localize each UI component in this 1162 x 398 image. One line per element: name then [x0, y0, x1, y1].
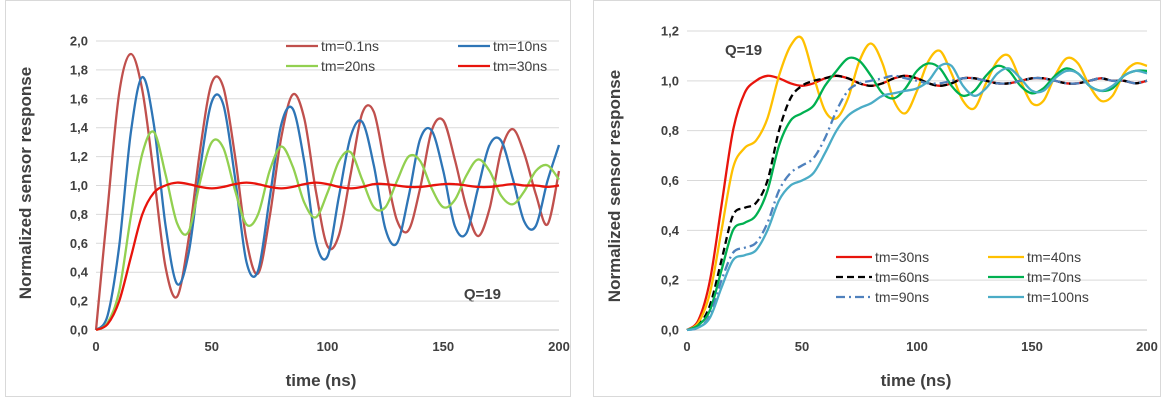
y-tick-label: 0,0 — [661, 323, 679, 338]
axes: 0,0 0,2 0,4 0,6 0,8 1,0 1,2 0 50 100 150 200 — [661, 24, 1158, 355]
y-tick-label: 1,0 — [661, 73, 679, 88]
legend-label-tm-40ns: tm=40ns — [1027, 249, 1081, 265]
x-tick-label: 0 — [92, 339, 99, 354]
x-tick-label: 150 — [432, 339, 454, 354]
x-tick-label: 50 — [205, 339, 219, 354]
axes: 0,0 0,2 0,4 0,6 0,8 1,0 1,2 1,4 1,6 1,8 2,0 0 50 100 1… — [70, 34, 570, 355]
y-tick-label: 1,2 — [661, 24, 679, 39]
series-line-tm-100ns — [686, 62, 1148, 332]
series-line-tm-20ns — [95, 130, 560, 332]
legend-label-tm-30ns: tm=30ns — [875, 249, 929, 265]
y-tick-label: 2,0 — [70, 34, 88, 49]
series-line-tm-0-1ns — [94, 52, 561, 331]
series-group — [686, 35, 1148, 332]
y-tick-label: 0,8 — [661, 123, 679, 138]
legend-label-tm-90ns: tm=90ns — [875, 289, 929, 305]
y-tick-label: 1,4 — [70, 120, 89, 135]
y-tick-label: 1,8 — [70, 62, 88, 77]
chart-left-svg: Normalized sensor response time (ns) Q=1… — [16, 34, 570, 391]
legend-label-tm-30ns: tm=30ns — [493, 58, 547, 74]
legend-label-tm-10ns: tm=10ns — [493, 38, 547, 54]
y-tick-label: 0,6 — [70, 236, 88, 251]
y-tick-label: 1,0 — [70, 178, 88, 193]
legend: tm=30ns tm=40ns tm=60ns tm=70ns tm=90ns tm=10… — [836, 249, 1089, 305]
legend: tm=0.1ns tm=10ns tm=20ns tm=30ns — [286, 38, 547, 74]
gridlines — [687, 30, 1147, 281]
annotation-q: Q=19 — [464, 286, 501, 303]
annotation-q: Q=19 — [725, 42, 762, 59]
y-tick-label: 0,4 — [70, 265, 89, 280]
x-axis-title: time (ns) — [286, 371, 357, 390]
x-tick-label: 100 — [906, 339, 928, 354]
series-group — [94, 52, 561, 332]
x-axis-title: time (ns) — [881, 371, 952, 390]
legend-label-tm-100ns: tm=100ns — [1027, 289, 1089, 305]
x-tick-label: 150 — [1021, 339, 1043, 354]
y-tick-label: 0,4 — [661, 223, 680, 238]
y-tick-label: 0,0 — [70, 323, 88, 338]
y-tick-label: 0,8 — [70, 207, 88, 222]
y-axis-title: Normalized sensor response — [16, 67, 35, 299]
series-line-tm-60ns — [686, 74, 1148, 332]
chart-right-svg: Normalized sensor response time (ns) Q=1… — [605, 24, 1158, 391]
x-tick-label: 100 — [317, 339, 339, 354]
x-tick-label: 200 — [548, 339, 570, 354]
series-line-tm-70ns — [686, 56, 1148, 332]
y-axis-title: Normalized sensor response — [605, 70, 624, 302]
series-line-tm-30ns — [95, 181, 560, 332]
series-line-tm-90ns — [686, 74, 1148, 332]
x-tick-label: 200 — [1136, 339, 1158, 354]
x-tick-label: 50 — [795, 339, 809, 354]
legend-label-tm-70ns: tm=70ns — [1027, 269, 1081, 285]
series-line-tm-10ns — [95, 75, 561, 331]
chart-panel-left: Normalized sensor response time (ns) Q=1… — [5, 0, 571, 397]
chart-panel-right: Normalized sensor response time (ns) Q=1… — [593, 0, 1161, 397]
y-tick-label: 1,2 — [70, 149, 88, 164]
y-tick-label: 1,6 — [70, 91, 88, 106]
x-tick-label: 0 — [683, 339, 690, 354]
y-tick-label: 0,2 — [661, 273, 679, 288]
series-line-tm-40ns — [686, 35, 1148, 332]
y-tick-label: 0,2 — [70, 294, 88, 309]
legend-label-tm-20ns: tm=20ns — [321, 58, 375, 74]
legend-label-tm-0-1ns: tm=0.1ns — [321, 38, 379, 54]
y-tick-label: 0,6 — [661, 173, 679, 188]
legend-label-tm-60ns: tm=60ns — [875, 269, 929, 285]
